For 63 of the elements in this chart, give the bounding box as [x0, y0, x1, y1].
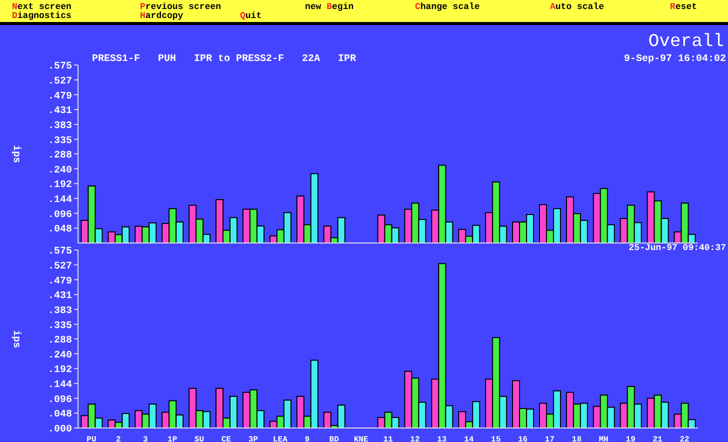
y-tick-label: .144 [48, 194, 72, 206]
y-tick-label: .192 [48, 365, 72, 376]
x-tick-label: 16 [518, 436, 528, 442]
y-tick-label: .383 [48, 120, 72, 132]
x-tick-label: PU [86, 436, 96, 442]
y-tick-label: .575 [48, 246, 72, 258]
chart-title: Overall [648, 32, 724, 52]
text: new Begin [305, 2, 354, 12]
x-tick-label: LEA [272, 436, 288, 442]
y-tick-label: .527 [48, 76, 72, 88]
y-tick-label: .192 [48, 180, 72, 192]
y-tick-label: .431 [48, 291, 72, 302]
y-tick-label: .096 [48, 394, 72, 406]
x-tick-label: 9 [304, 436, 310, 442]
x-tick-label: 15 [491, 436, 501, 442]
y-tick-label: .240 [48, 165, 72, 176]
y-tick-label: .479 [48, 276, 72, 288]
y-tick-label: .288 [48, 150, 72, 162]
text: Next screen [12, 2, 72, 12]
x-tick-label: 1P [168, 436, 178, 442]
text: Hardcopy [140, 11, 184, 21]
y-tick-label: .096 [48, 210, 72, 221]
y-tick-label: .431 [48, 106, 72, 118]
x-tick-label: 3P [248, 436, 258, 442]
y-tick-label: .288 [48, 335, 72, 346]
x-tick-label: 17 [544, 436, 555, 442]
y-tick-label: .144 [48, 380, 72, 391]
y-tick-label: .240 [48, 350, 72, 362]
text: Previous screen [140, 2, 222, 12]
x-tick-label: 21 [652, 436, 663, 442]
y-tick-label: .383 [48, 306, 72, 317]
y-axis-title: ips [10, 330, 22, 348]
y-tick-label: .048 [48, 410, 72, 421]
x-tick-label: 11 [383, 436, 393, 442]
text: Change scale [415, 2, 480, 12]
x-tick-label: 18 [572, 436, 582, 442]
y-tick-label: .000 [48, 424, 72, 436]
annotation: 25-Jun-97 09:40:37 [628, 243, 726, 253]
x-tick-label: SU [194, 436, 204, 442]
x-tick-label: 2 [116, 436, 122, 442]
y-tick-label: .479 [48, 91, 72, 102]
x-tick-label: KNE [354, 436, 368, 442]
text: Auto scale [550, 2, 604, 12]
chart-subtitle: PRESS1-F PUH IPR to PRESS2-F 22A IPR [92, 54, 356, 65]
x-tick-label: 14 [464, 436, 474, 442]
y-tick-label: .575 [48, 62, 72, 73]
text: 9-Sep-97 16:04:02 [624, 54, 726, 65]
x-tick-label: MH [598, 436, 609, 442]
x-tick-label: 19 [626, 436, 636, 442]
x-tick-label: 3 [142, 436, 148, 442]
x-tick-label: 13 [437, 436, 447, 442]
text: Quit [240, 11, 262, 21]
y-axis-title: ips [10, 144, 22, 164]
y-tick-label: .048 [48, 224, 72, 236]
x-tick-label: CE [221, 436, 232, 442]
text: Reset [670, 2, 698, 12]
text: Diagnostics [12, 11, 72, 21]
x-tick-label: BD [329, 436, 340, 442]
y-tick-label: .335 [48, 136, 72, 147]
y-tick-label: .527 [48, 261, 72, 272]
x-tick-label: 12 [410, 436, 420, 442]
y-tick-label: .335 [48, 320, 72, 332]
x-tick-label: 22 [680, 436, 690, 442]
